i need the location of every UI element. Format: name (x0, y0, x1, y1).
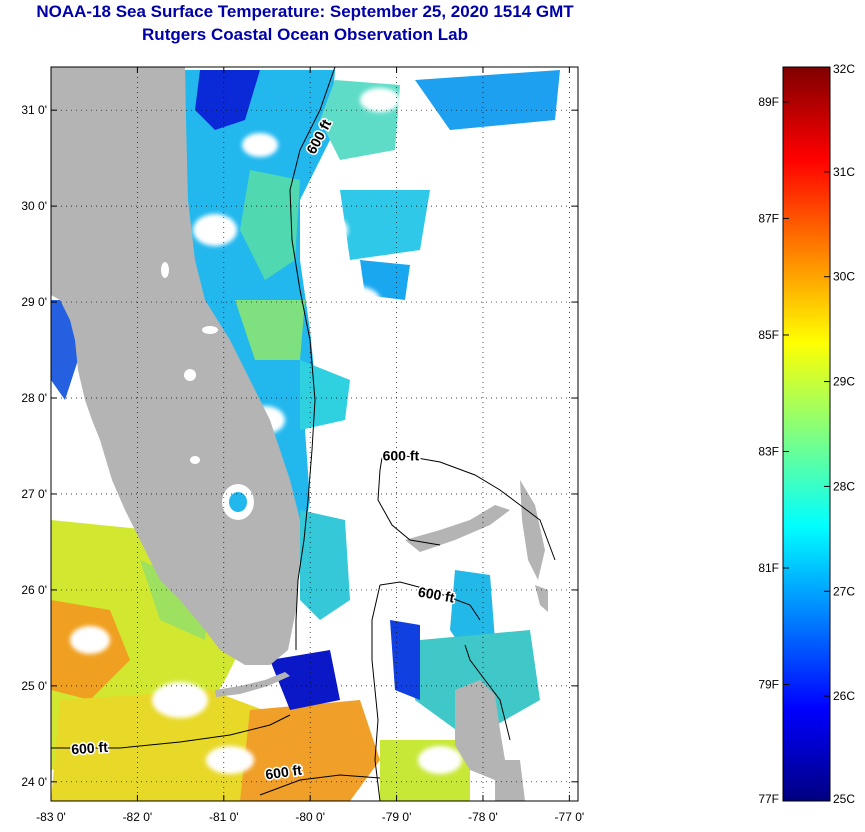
x-tick-label: -78 0' (468, 810, 498, 824)
colorbar-f-label: 77F (758, 792, 779, 806)
contour-600ft-east-florida (289, 67, 336, 650)
colorbar-c-label: 30C (833, 270, 855, 284)
colorbar-c-label: 25C (833, 792, 855, 806)
y-tick-label: 26 0' (21, 583, 47, 597)
contour-600ft-florida-straits (51, 714, 291, 749)
x-axis-longitude: -83 0' -82 0' -81 0' -80 0' -79 0' -78 0' -77 … (36, 67, 584, 824)
x-tick-label: -79 0' (382, 810, 412, 824)
colorbar: 25C 26C 27C 28C 29C 30C 31C 32C 77F 79F 81F 83F 85F… (758, 62, 855, 806)
colorbar-c-label: 31C (833, 165, 855, 179)
lake-okeechobee-sst (229, 492, 247, 512)
y-tick-label: 24 0' (21, 775, 47, 789)
contour-label-600ft: 600 ft (264, 762, 303, 783)
abaco-island (520, 480, 545, 580)
florida-keys (215, 672, 290, 697)
grand-bahama-island (405, 505, 510, 552)
colorbar-c-label: 28C (833, 479, 855, 493)
x-tick-label: -77 0' (555, 810, 585, 824)
colorbar-c-label: 32C (833, 62, 855, 76)
y-axis-latitude: 24 0' 25 0' 26 0' 27 0' 28 0' 29 0' 30 0' 31 0' (21, 103, 578, 789)
colorbar-f-label: 89F (758, 95, 779, 109)
colorbar-f-label: 81F (758, 561, 779, 575)
colorbar-f-label: 79F (758, 677, 779, 691)
contour-600ft-little-bahama (377, 454, 556, 561)
y-tick-label: 25 0' (21, 679, 47, 693)
eleuthera-island (535, 585, 548, 612)
colorbar-f-label: 85F (758, 328, 779, 342)
contour-600ft-great-bahama (371, 581, 481, 801)
y-tick-label: 31 0' (21, 103, 47, 117)
cuba-coast (495, 760, 525, 801)
andros-island (455, 680, 505, 780)
colorbar-gradient (782, 66, 831, 802)
map-title: NOAA-18 Sea Surface Temperature: Septemb… (36, 2, 574, 21)
map-frame (50, 66, 579, 802)
colorbar-fahrenheit-labels: 77F 79F 81F 83F 85F 87F 89F (758, 95, 789, 806)
x-tick-label: -83 0' (36, 810, 66, 824)
colorbar-f-label: 87F (758, 211, 779, 225)
contour-600ft-andros (464, 644, 511, 741)
y-tick-label: 27 0' (21, 487, 47, 501)
x-tick-label: -82 0' (123, 810, 153, 824)
depth-contours (51, 67, 556, 801)
x-tick-label: -81 0' (209, 810, 239, 824)
colorbar-c-label: 26C (833, 689, 855, 703)
colorbar-c-label: 29C (833, 375, 855, 389)
y-tick-label: 28 0' (21, 391, 47, 405)
y-tick-label: 30 0' (21, 199, 47, 213)
map-subtitle: Rutgers Coastal Ocean Observation Lab (142, 25, 468, 44)
colorbar-c-label: 27C (833, 584, 855, 598)
contour-label-600ft: 600 ft (383, 447, 420, 463)
y-tick-label: 29 0' (21, 295, 47, 309)
x-tick-label: -80 0' (295, 810, 325, 824)
colorbar-f-label: 83F (758, 444, 779, 458)
colorbar-celsius-labels: 25C 26C 27C 28C 29C 30C 31C 32C (824, 62, 855, 806)
contour-label-600ft: 600 ft (71, 739, 109, 758)
contour-600ft-south (259, 774, 381, 796)
